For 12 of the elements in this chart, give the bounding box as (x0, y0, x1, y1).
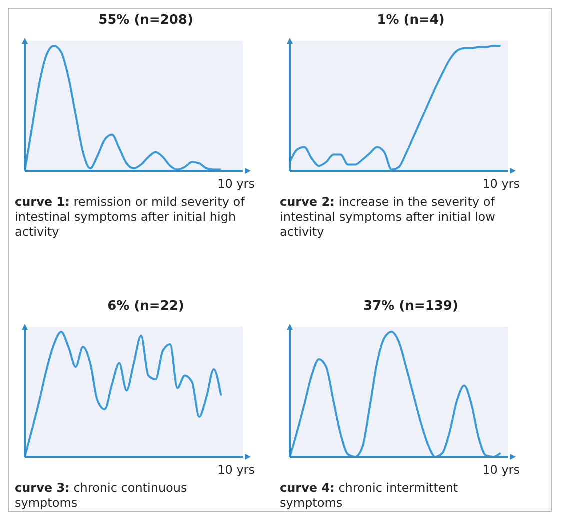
chart-title: 55% (n=208) (98, 13, 194, 30)
text: curve 4: chronic intermittent symptoms (280, 481, 458, 510)
x-axis-title: 10 yrs (482, 177, 520, 191)
chart-title: 37% (n=139) (362, 299, 460, 316)
text: curve 1: remission or mild severity of intestinal symptoms after initial high activity (15, 195, 245, 239)
x-axis-title: 10 yrs (216, 177, 255, 191)
text: curve 3: chronic continuous symptoms (15, 481, 188, 510)
text: curve 2: increase in the severity of intestinal symptoms after initial low activity (280, 195, 496, 239)
x-axis-title: 10 yrs (216, 463, 255, 477)
chart-title: 1% (n=4) (376, 13, 446, 30)
x-axis-title: 10 yrs (482, 463, 520, 477)
chart-title: 6% (n=22) (106, 299, 186, 316)
